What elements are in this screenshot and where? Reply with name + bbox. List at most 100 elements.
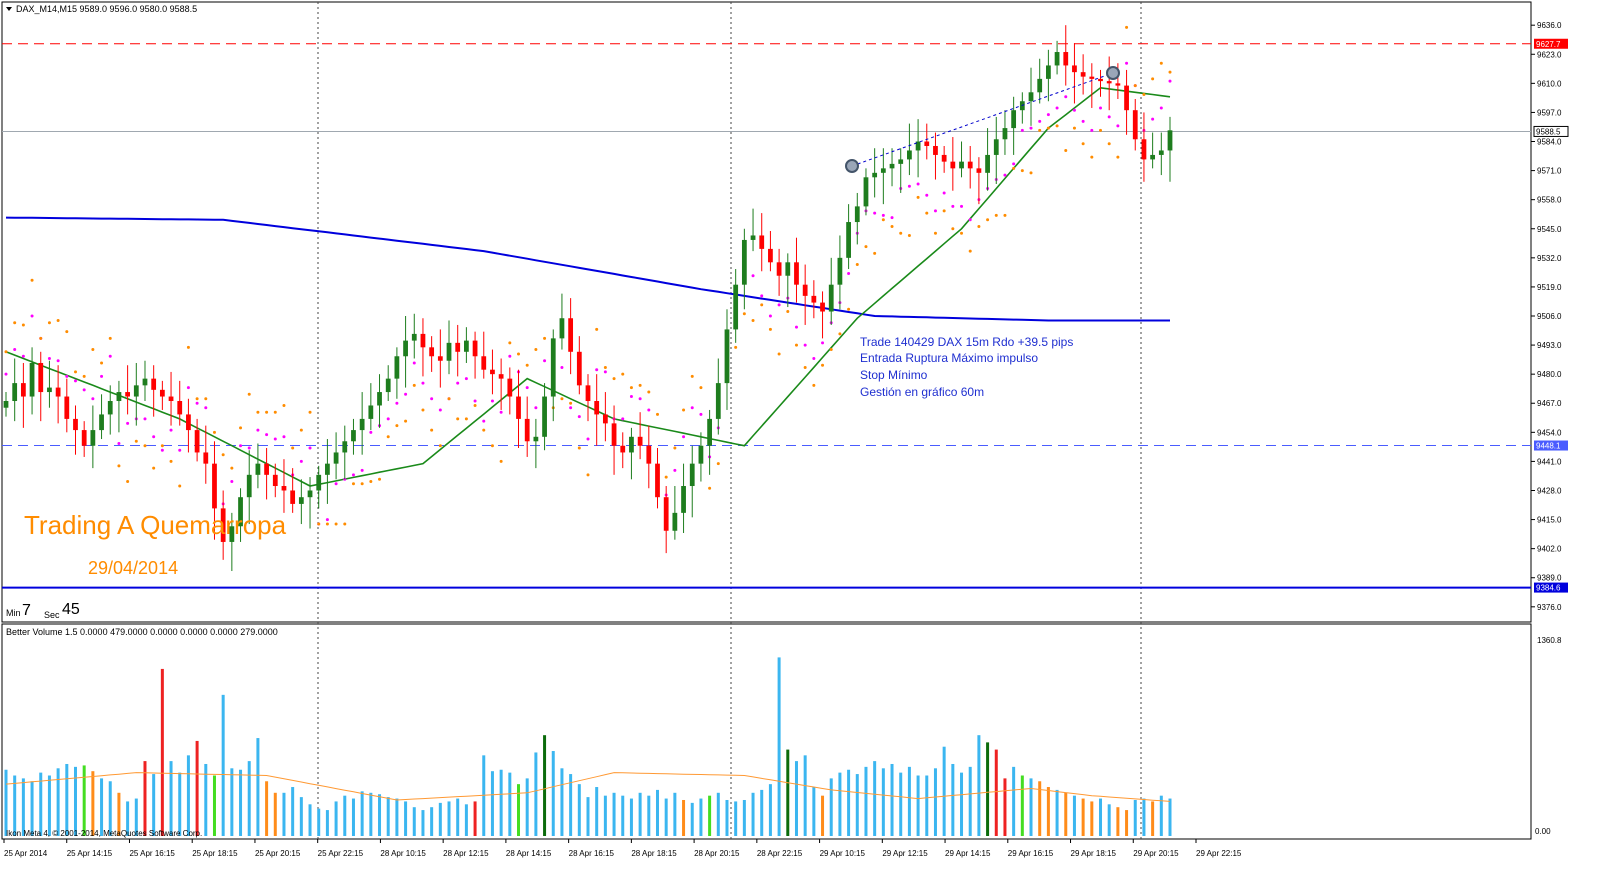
- candle: [707, 409, 713, 475]
- candle-body: [203, 452, 209, 464]
- candle-body: [55, 387, 61, 397]
- sar-dot-slow: [734, 345, 738, 349]
- candle-body: [985, 154, 990, 173]
- candle: [837, 235, 843, 310]
- price-tick-label: 9623.0: [1537, 50, 1562, 59]
- chart-menu-icon[interactable]: [6, 7, 12, 11]
- sar-dot: [282, 435, 286, 439]
- candle: [125, 365, 131, 415]
- sar-dot: [117, 442, 121, 446]
- sar-dot: [1003, 173, 1007, 177]
- candle-body: [151, 378, 157, 390]
- sar-dot-slow: [1038, 128, 1042, 132]
- entry-marker-icon[interactable]: [845, 159, 859, 173]
- candle-body: [907, 150, 912, 160]
- candle-body: [507, 378, 513, 397]
- candle: [290, 468, 296, 513]
- sar-dot-slow: [1012, 166, 1016, 170]
- price-label-text: 9448.1: [1536, 442, 1561, 451]
- sar-dot-slow: [221, 453, 225, 457]
- volume-bar: [803, 755, 807, 836]
- candle-body: [90, 430, 96, 446]
- candle: [255, 443, 261, 489]
- candle: [229, 512, 235, 572]
- sar-dot: [473, 399, 477, 403]
- timer-sec-value: 45: [62, 601, 80, 618]
- sar-dot: [351, 473, 355, 477]
- candle: [637, 412, 643, 460]
- candle: [802, 264, 808, 325]
- candle-body: [967, 161, 973, 169]
- sar-dot: [91, 397, 95, 401]
- price-label-box: [1534, 440, 1568, 451]
- candle-body: [368, 405, 374, 419]
- candle-body: [1150, 154, 1156, 160]
- candle: [507, 367, 513, 415]
- candle: [1150, 132, 1156, 169]
- volume-bar: [212, 775, 216, 836]
- candle-body: [837, 257, 843, 285]
- price-tick-label: 9480.0: [1537, 370, 1562, 379]
- candle: [924, 123, 930, 160]
- sar-dot: [195, 401, 199, 405]
- sar-dot-slow: [178, 484, 182, 488]
- sar-dot-slow: [239, 426, 243, 430]
- candle-body: [298, 497, 304, 504]
- sar-dot: [438, 408, 442, 412]
- volume-bar: [378, 794, 382, 836]
- price-tick-label: 9454.0: [1537, 428, 1562, 437]
- price-tick-label: 9597.0: [1537, 108, 1562, 117]
- candle: [116, 380, 122, 433]
- sar-dot: [847, 271, 851, 275]
- candle-body: [1141, 139, 1147, 160]
- sar-dot: [603, 370, 607, 374]
- sar-dot: [100, 374, 104, 378]
- annotation-line-1: Trade 140429 DAX 15m Rdo +39.5 pips: [860, 335, 1073, 349]
- candle-body: [342, 441, 348, 453]
- volume-bar: [577, 784, 581, 836]
- volume-bar: [534, 752, 538, 836]
- sar-dot: [490, 399, 494, 403]
- volume-bar: [1107, 804, 1111, 836]
- candle: [576, 336, 582, 395]
- volume-bar: [560, 768, 564, 836]
- volume-bar: [812, 787, 816, 836]
- exit-marker-icon[interactable]: [1106, 66, 1120, 80]
- candle-body: [1167, 130, 1173, 151]
- candle-body: [325, 463, 330, 475]
- volume-bar: [291, 787, 295, 836]
- volume-bar: [725, 799, 729, 836]
- timer-sec-label: Sec: [44, 610, 60, 620]
- candle-body: [246, 474, 252, 498]
- candle: [12, 358, 18, 422]
- sar-dot-slow: [986, 218, 990, 222]
- candle: [429, 336, 435, 372]
- sar-dot: [412, 361, 416, 365]
- candle: [663, 486, 669, 554]
- volume-bar: [690, 802, 694, 836]
- candle: [1106, 56, 1112, 111]
- sar-dot-slow: [916, 195, 920, 199]
- volume-bars: [4, 657, 1172, 836]
- volume-bar: [1151, 801, 1155, 836]
- volume-bar: [1116, 807, 1120, 836]
- volume-bar: [838, 772, 842, 836]
- candle: [880, 148, 886, 205]
- candle-body: [620, 445, 626, 453]
- candle-body: [811, 295, 817, 303]
- candle: [733, 269, 739, 343]
- parabolic-sar-dots: [4, 25, 1172, 526]
- sar-dot: [699, 412, 703, 416]
- sar-dot-slow: [1081, 142, 1085, 146]
- sar-dot: [230, 480, 234, 484]
- sar-dot-slow: [638, 383, 642, 387]
- volume-bar: [334, 801, 338, 836]
- candle-body: [959, 161, 964, 169]
- sar-dot-slow: [629, 386, 633, 390]
- price-label-text: 9384.6: [1536, 584, 1561, 593]
- volume-bar: [1125, 810, 1129, 836]
- volume-bar: [1072, 795, 1076, 836]
- time-tick-label: 28 Apr 18:15: [631, 849, 677, 858]
- time-tick-label: 25 Apr 14:15: [67, 849, 113, 858]
